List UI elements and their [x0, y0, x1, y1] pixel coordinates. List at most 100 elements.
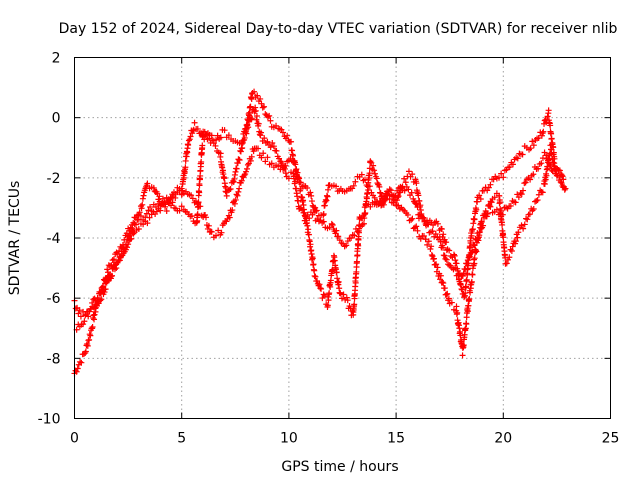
data-point-trace-c [165, 196, 172, 203]
data-point-trace-b [312, 273, 319, 280]
data-point-trace-c [276, 155, 283, 162]
data-point-trace-c [526, 211, 533, 218]
data-point-trace-c [486, 203, 493, 210]
data-point-trace-a [163, 208, 170, 215]
data-point-trace-c [393, 201, 400, 208]
data-point-trace-a [104, 266, 111, 273]
data-point-trace-c [143, 210, 150, 217]
data-point-trace-c [454, 267, 461, 274]
data-point-trace-b [321, 292, 328, 299]
data-point-trace-b [247, 157, 254, 164]
data-point-trace-b [471, 255, 478, 262]
data-point-trace-c [548, 146, 555, 153]
data-point-trace-c [377, 190, 384, 197]
data-point-trace-a [304, 185, 311, 192]
data-point-trace-c [176, 207, 183, 214]
data-point-trace-c [195, 199, 202, 206]
data-point-trace-b [520, 187, 527, 194]
data-point-trace-c [503, 260, 510, 267]
data-point-trace-b [308, 251, 315, 258]
data-point-trace-b [404, 211, 411, 218]
data-point-trace-c [247, 116, 254, 123]
data-point-trace-b [318, 285, 325, 292]
data-point-trace-b [422, 236, 429, 243]
data-point-trace-c [376, 183, 383, 190]
data-point-trace-c [303, 220, 310, 227]
data-point-trace-c [512, 238, 519, 245]
data-point-trace-a [110, 256, 117, 263]
data-point-trace-b [172, 190, 179, 197]
data-point-trace-b [440, 280, 447, 287]
data-point-trace-b [178, 185, 185, 192]
data-point-trace-c [515, 229, 522, 236]
data-point-trace-c [520, 225, 527, 232]
data-point-trace-a [156, 193, 163, 200]
data-point-trace-c [416, 197, 423, 204]
data-point-trace-c [443, 239, 450, 246]
data-point-trace-b [469, 271, 476, 278]
data-point-trace-b [324, 302, 331, 309]
data-point-trace-a [139, 195, 146, 202]
data-point-trace-a [432, 231, 439, 238]
data-point-trace-a [187, 133, 194, 140]
data-point-trace-c [270, 143, 277, 150]
data-point-trace-b [236, 185, 243, 192]
data-point-trace-a [538, 132, 545, 139]
data-point-trace-b [335, 278, 342, 285]
data-point-trace-b [135, 226, 142, 233]
data-point-trace-a [136, 209, 143, 216]
data-point-trace-b [439, 279, 446, 286]
data-point-trace-c [496, 199, 503, 206]
grid [74, 57, 611, 419]
data-point-trace-c [277, 158, 284, 165]
data-point-trace-a [91, 311, 98, 318]
data-point-trace-b [493, 206, 500, 213]
data-point-trace-a [259, 104, 266, 111]
data-point-trace-b [444, 290, 451, 297]
data-point-trace-a [333, 183, 340, 190]
data-point-trace-a [77, 358, 84, 365]
data-point-trace-b [232, 196, 239, 203]
data-point-trace-b [530, 171, 537, 178]
data-point-trace-c [465, 254, 472, 261]
data-point-trace-c [459, 273, 466, 280]
data-point-trace-b [275, 163, 282, 170]
data-point-trace-a [114, 250, 121, 257]
data-point-trace-c [351, 232, 358, 239]
data-point-trace-a [233, 165, 240, 172]
data-point-trace-a [257, 95, 264, 102]
data-point-trace-a [87, 332, 94, 339]
data-point-trace-b [250, 148, 257, 155]
data-point-trace-c [148, 208, 155, 215]
data-point-trace-b [205, 222, 212, 229]
data-point-trace-b [420, 232, 427, 239]
data-point-trace-c [76, 307, 83, 314]
data-point-trace-c [394, 194, 401, 201]
data-point-trace-b [80, 321, 87, 328]
data-point-trace-a [241, 134, 248, 141]
data-point-trace-a [429, 228, 436, 235]
data-point-trace-c [462, 266, 469, 273]
data-point-trace-b [238, 177, 245, 184]
data-point-trace-c [364, 189, 371, 196]
data-point-trace-c [466, 253, 473, 260]
data-point-trace-c [418, 213, 425, 220]
data-point-trace-b [522, 179, 529, 186]
data-point-trace-b [229, 207, 236, 214]
data-point-trace-c [333, 227, 340, 234]
data-point-trace-b [471, 260, 478, 267]
data-point-trace-a [509, 161, 516, 168]
y-tick-label: -6 [47, 291, 61, 307]
data-point-trace-b [351, 301, 358, 308]
data-point-trace-b [467, 289, 474, 296]
data-point-trace-a [476, 192, 483, 199]
data-point-trace-a [441, 252, 448, 259]
data-point-trace-c [544, 165, 551, 172]
data-point-trace-c [112, 262, 119, 269]
data-point-trace-b [518, 191, 525, 198]
data-point-trace-a [245, 117, 252, 124]
data-point-trace-c [199, 142, 206, 149]
data-point-trace-c [329, 222, 336, 229]
data-point-trace-a [443, 256, 450, 263]
data-point-trace-a [440, 244, 446, 251]
